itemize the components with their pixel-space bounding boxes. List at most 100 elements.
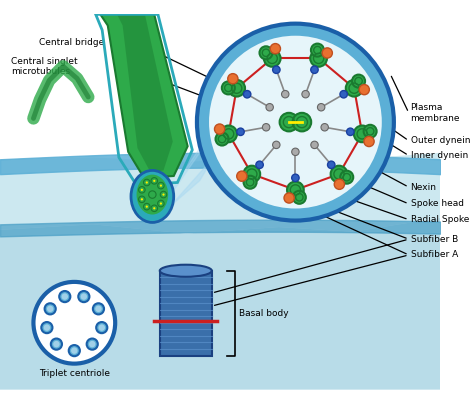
Circle shape [138, 196, 145, 202]
Circle shape [284, 193, 294, 203]
Circle shape [45, 303, 56, 314]
Circle shape [364, 125, 377, 138]
Circle shape [292, 148, 299, 156]
Text: Central singlet
microtubules: Central singlet microtubules [11, 57, 78, 76]
Text: Triplet centriole: Triplet centriole [39, 369, 110, 378]
Circle shape [153, 207, 155, 209]
Circle shape [138, 187, 145, 193]
Ellipse shape [137, 175, 168, 215]
Circle shape [340, 170, 353, 184]
Bar [160, 271, 212, 356]
Polygon shape [117, 15, 173, 172]
Circle shape [311, 66, 318, 74]
Circle shape [144, 179, 150, 186]
Circle shape [41, 322, 53, 333]
Circle shape [44, 324, 50, 331]
Circle shape [151, 178, 157, 184]
Circle shape [346, 80, 363, 97]
Circle shape [328, 161, 335, 168]
Text: Subfiber A: Subfiber A [410, 250, 458, 259]
Circle shape [228, 80, 245, 97]
Text: Basal body: Basal body [239, 309, 288, 318]
Polygon shape [0, 218, 440, 389]
Circle shape [149, 191, 156, 198]
Circle shape [280, 113, 298, 131]
Text: Central bridge: Central bridge [39, 38, 104, 47]
Circle shape [244, 176, 256, 189]
Circle shape [270, 44, 281, 54]
Circle shape [264, 50, 281, 67]
Circle shape [144, 203, 150, 210]
Circle shape [266, 103, 273, 111]
Circle shape [89, 341, 95, 347]
Circle shape [53, 341, 60, 347]
Text: Subfiber B: Subfiber B [410, 235, 458, 244]
Circle shape [87, 339, 98, 350]
Circle shape [311, 44, 324, 57]
Circle shape [256, 161, 263, 168]
Circle shape [364, 137, 374, 147]
Circle shape [282, 90, 289, 98]
Circle shape [71, 347, 78, 354]
Circle shape [293, 191, 306, 204]
Circle shape [81, 293, 87, 300]
Circle shape [220, 126, 237, 142]
Circle shape [163, 194, 164, 196]
Circle shape [318, 103, 325, 111]
Circle shape [141, 198, 143, 200]
Circle shape [47, 305, 54, 312]
Circle shape [151, 205, 157, 212]
Text: Inner dynein: Inner dynein [410, 151, 468, 160]
Circle shape [228, 74, 238, 84]
Circle shape [158, 182, 164, 189]
Circle shape [93, 303, 104, 314]
Circle shape [311, 141, 318, 149]
Ellipse shape [160, 265, 212, 277]
Circle shape [146, 206, 148, 208]
Circle shape [346, 128, 354, 135]
Circle shape [237, 171, 247, 181]
Circle shape [273, 66, 280, 74]
Polygon shape [0, 153, 440, 234]
Ellipse shape [131, 170, 173, 223]
Circle shape [354, 126, 371, 142]
Circle shape [34, 282, 115, 364]
Circle shape [222, 82, 235, 95]
Circle shape [216, 133, 228, 145]
Circle shape [153, 180, 155, 182]
Circle shape [209, 36, 382, 208]
Circle shape [95, 305, 102, 312]
Circle shape [334, 179, 345, 189]
Circle shape [310, 50, 327, 67]
Circle shape [141, 189, 143, 191]
Circle shape [331, 166, 347, 183]
Circle shape [197, 24, 394, 221]
Text: Outer dynein: Outer dynein [410, 136, 470, 145]
Circle shape [158, 200, 164, 207]
Circle shape [62, 293, 68, 300]
Circle shape [352, 75, 365, 88]
Circle shape [146, 181, 148, 183]
Circle shape [244, 90, 251, 98]
Circle shape [292, 113, 311, 131]
Polygon shape [100, 15, 188, 178]
Circle shape [160, 185, 162, 187]
Polygon shape [164, 134, 209, 204]
Circle shape [359, 84, 369, 95]
Text: Nexin: Nexin [410, 183, 437, 191]
Text: Spoke head: Spoke head [410, 199, 464, 208]
Text: Radial Spoke: Radial Spoke [410, 215, 469, 224]
Circle shape [302, 90, 310, 98]
Circle shape [244, 166, 260, 183]
Circle shape [215, 124, 225, 134]
Circle shape [321, 124, 328, 131]
Circle shape [96, 322, 107, 333]
Circle shape [160, 202, 162, 205]
Text: Plasma
membrane: Plasma membrane [410, 103, 460, 122]
Circle shape [237, 128, 244, 135]
Circle shape [287, 181, 304, 198]
Circle shape [160, 191, 167, 198]
Circle shape [263, 124, 270, 131]
Circle shape [292, 174, 299, 181]
Circle shape [259, 46, 273, 59]
